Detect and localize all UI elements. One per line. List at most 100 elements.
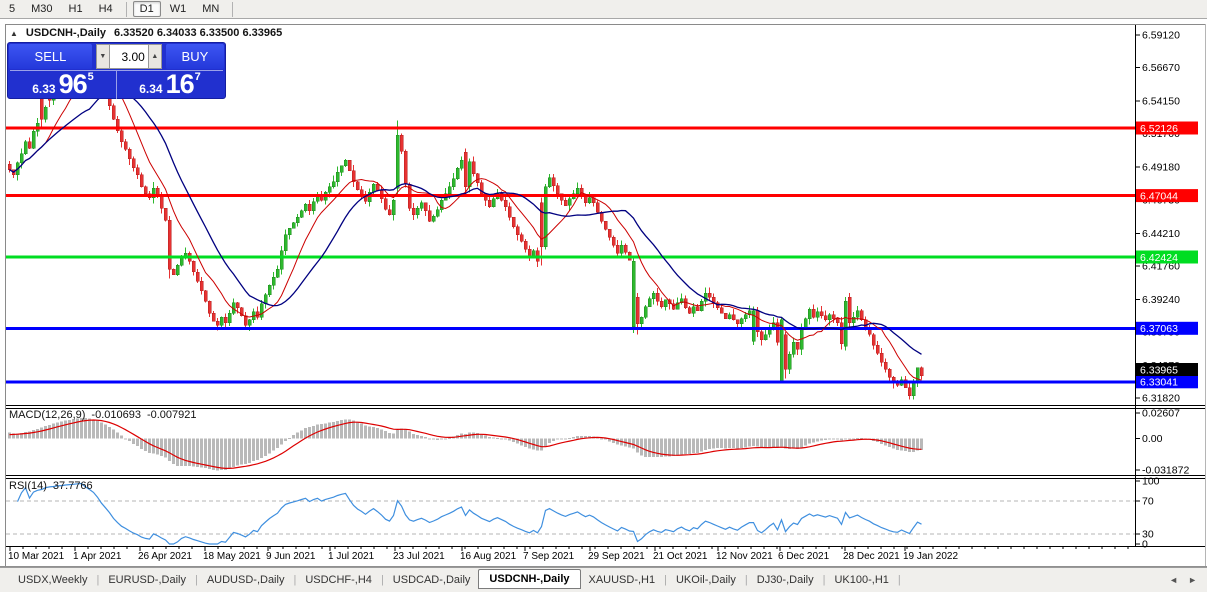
macd-histogram-bar	[424, 437, 427, 439]
chart-tab-usdcnh-daily[interactable]: USDCNH-,Daily	[478, 569, 581, 589]
level-price-badge	[1136, 121, 1198, 135]
macd-histogram-bar	[28, 431, 31, 439]
candle-body	[903, 379, 908, 388]
timeframe-button-d1[interactable]: D1	[132, 1, 161, 17]
tab-scroll-right-icon[interactable]: ►	[1188, 575, 1197, 585]
macd-histogram-bar	[560, 438, 563, 440]
macd-histogram-bar	[676, 438, 679, 456]
chart-tab-usdx-weekly[interactable]: USDX,Weekly	[18, 574, 88, 586]
macd-histogram-bar	[608, 438, 611, 442]
y-axis-label: 100	[1142, 476, 1160, 488]
chart-tab-audusd-daily[interactable]: AUDUSD-,Daily	[206, 574, 285, 586]
candle-body	[359, 189, 364, 196]
macd-histogram-bar	[444, 438, 447, 440]
macd-histogram-bar	[180, 438, 183, 467]
timeframe-button-h1[interactable]: H1	[68, 3, 83, 15]
chart-tab-usdcad-daily[interactable]: USDCAD-,Daily	[392, 574, 471, 586]
chart-tab-xauusd-h1[interactable]: XAUUSD-,H1	[588, 574, 656, 586]
tab-scroll-left-icon[interactable]: ◄	[1169, 575, 1179, 585]
candle-body	[311, 201, 316, 212]
timeframe-button-h4[interactable]: H4	[98, 3, 113, 15]
macd-histogram-bar	[920, 438, 923, 450]
buy-button[interactable]: BUY	[165, 44, 225, 69]
candle-body	[543, 186, 548, 247]
collapse-triangle-icon[interactable]: ▲	[10, 28, 18, 38]
candle-body	[607, 229, 612, 238]
y-axis-label: 6.54150	[1142, 96, 1180, 108]
candle-body	[175, 265, 180, 275]
timeframe-button-m30[interactable]: M30	[31, 3, 53, 15]
chart-tab-usdchf-h4[interactable]: USDCHF-,H4	[305, 574, 372, 586]
candle-body	[783, 334, 788, 370]
y-axis-label: 0.02607	[1142, 408, 1180, 420]
candle-body	[291, 222, 296, 229]
x-axis-label: 16 Aug 2021	[460, 551, 517, 562]
macd-histogram-bar	[296, 432, 299, 439]
macd-histogram-bar	[72, 419, 75, 439]
candle-body	[623, 245, 628, 253]
macd-histogram-bar	[272, 438, 275, 451]
candle-body	[647, 298, 652, 307]
chart-tab-dj30-daily[interactable]: DJ30-,Daily	[756, 574, 814, 586]
candle-body	[31, 130, 36, 149]
candle-body	[743, 314, 748, 319]
macd-histogram-bar	[644, 438, 647, 457]
candle-body	[555, 185, 560, 194]
macd-histogram-bar	[108, 426, 111, 439]
chart-tab-eurusd-daily[interactable]: EURUSD-,Daily	[108, 574, 186, 586]
candle-body	[431, 215, 436, 222]
candle-body	[827, 314, 832, 321]
candle-body	[171, 269, 176, 275]
macd-histogram-bar	[656, 438, 659, 457]
sell-price-display[interactable]: 6.33 96 5	[10, 71, 117, 99]
macd-histogram-bar	[432, 438, 435, 440]
candle-body	[575, 187, 580, 194]
macd-histogram-bar	[96, 420, 99, 439]
x-axis-label: 21 Oct 2021	[653, 551, 708, 562]
candle-body	[475, 173, 480, 184]
candle-body	[219, 316, 224, 326]
level-price-badge-text: 6.47044	[1140, 190, 1178, 202]
macd-histogram-bar	[236, 438, 239, 466]
candle-body	[423, 202, 428, 212]
sell-price-small: 6.33	[32, 82, 56, 96]
macd-histogram-bar	[396, 430, 399, 439]
macd-histogram-bar	[52, 423, 55, 439]
macd-histogram-bar	[128, 438, 131, 442]
macd-histogram-bar	[896, 438, 899, 450]
candle-body	[611, 237, 616, 246]
candle-body	[635, 296, 640, 325]
candle-body	[223, 316, 228, 323]
macd-histogram-bar	[652, 438, 655, 457]
timeframe-button-w1[interactable]: W1	[169, 3, 187, 15]
macd-histogram-bar	[912, 438, 915, 452]
candle-body	[135, 167, 140, 176]
chart-tab-uk100-h1[interactable]: UK100-,H1	[834, 574, 889, 586]
volume-increase-button[interactable]: ▲	[147, 44, 162, 69]
timeframe-button-5[interactable]: 5	[9, 3, 16, 15]
candle-body	[907, 387, 912, 396]
volume-decrease-button[interactable]: ▼	[95, 44, 110, 69]
timeframe-button-mn[interactable]: MN	[202, 3, 220, 15]
macd-histogram-bar	[828, 438, 831, 440]
macd-histogram-bar	[768, 438, 771, 448]
buy-price-display[interactable]: 6.34 16 7	[117, 71, 223, 99]
candle-body	[823, 315, 828, 321]
chart-tab-ukoil-daily[interactable]: UKOil-,Daily	[675, 574, 736, 586]
volume-input[interactable]	[109, 44, 148, 69]
y-axis-label: -0.031872	[1142, 465, 1189, 477]
candle-body	[531, 250, 536, 257]
chart-symbol-label: USDCNH-,Daily	[25, 27, 106, 39]
macd-histogram-bar	[388, 432, 391, 439]
y-axis-label: 6.44210	[1142, 228, 1180, 240]
macd-histogram-bar	[784, 438, 787, 449]
macd-histogram-bar	[48, 424, 51, 439]
candle-body	[695, 306, 700, 311]
macd-histogram-bar	[436, 438, 439, 440]
sell-button[interactable]: SELL	[9, 44, 92, 69]
macd-histogram-bar	[16, 433, 19, 439]
candle-body	[307, 203, 312, 211]
candle-body	[539, 202, 544, 247]
candle-body	[331, 181, 336, 188]
